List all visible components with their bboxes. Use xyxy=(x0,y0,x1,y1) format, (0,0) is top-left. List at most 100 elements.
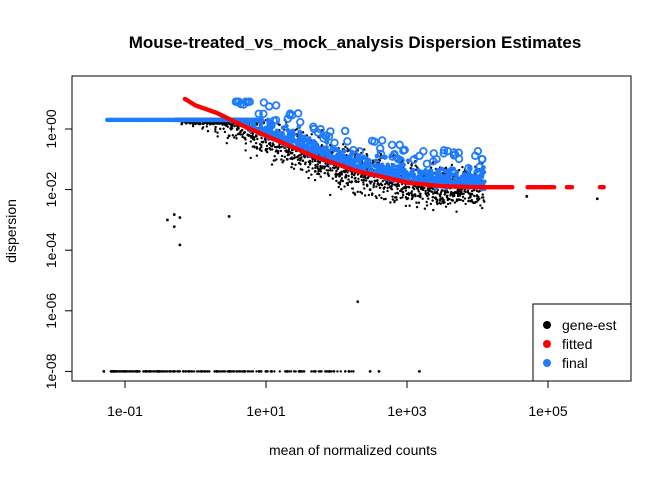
gene-est-point xyxy=(449,202,452,205)
final-point xyxy=(357,159,362,165)
gene-est-point xyxy=(456,193,460,197)
gene-est-point xyxy=(372,183,375,187)
gene-est-point xyxy=(134,370,138,373)
gene-est-point xyxy=(242,131,246,134)
gene-est-point xyxy=(475,189,479,193)
gene-est-point xyxy=(123,370,126,373)
gene-est-point xyxy=(393,196,397,199)
gene-est-point xyxy=(404,189,408,192)
gene-est-point xyxy=(360,178,364,182)
gene-est-point xyxy=(232,370,236,373)
gene-est-point xyxy=(451,199,455,202)
gene-est-point xyxy=(255,370,258,373)
final-point xyxy=(375,167,381,173)
final-outlier-point xyxy=(259,109,268,119)
gene-est-point xyxy=(377,370,381,373)
final-outlier-point xyxy=(375,144,385,153)
gene-est-point xyxy=(371,192,374,195)
gene-est-point xyxy=(308,163,312,166)
gene-est-point xyxy=(344,145,347,149)
gene-est-point xyxy=(266,150,269,154)
gene-est-point xyxy=(477,195,480,198)
gene-est-point xyxy=(393,200,396,204)
gene-est-point xyxy=(335,179,338,183)
final-point xyxy=(397,170,403,175)
gene-est-point xyxy=(172,213,176,216)
gene-est-point xyxy=(258,147,262,150)
gene-est-point xyxy=(296,155,300,158)
legend-marker-fitted xyxy=(543,340,551,348)
gene-est-point xyxy=(300,156,303,159)
gene-est-point xyxy=(363,175,367,178)
gene-est-point xyxy=(375,185,378,188)
final-point xyxy=(341,148,347,154)
gene-est-point xyxy=(218,370,221,373)
gene-est-point xyxy=(301,131,305,134)
gene-est-point xyxy=(302,155,305,158)
final-point xyxy=(377,164,383,169)
legend-label-final: final xyxy=(562,355,588,371)
gene-est-point xyxy=(434,196,437,199)
gene-est-point xyxy=(238,370,241,373)
y-tick-label: 1e-04 xyxy=(43,232,59,268)
final-point xyxy=(417,175,423,181)
final-outlier-point xyxy=(396,156,405,165)
gene-est-point xyxy=(317,170,320,173)
gene-est-point xyxy=(390,184,393,188)
gene-est-point xyxy=(287,148,291,152)
gene-est-point xyxy=(211,122,214,126)
gene-est-point xyxy=(424,191,427,195)
gene-est-point xyxy=(353,192,356,195)
gene-est-point xyxy=(363,187,366,190)
gene-est-point xyxy=(455,210,458,213)
gene-est-point xyxy=(444,205,448,208)
gene-est-point xyxy=(166,218,169,222)
gene-est-point xyxy=(348,180,351,184)
gene-est-point xyxy=(338,172,341,175)
gene-est-point xyxy=(360,174,363,177)
gene-est-point xyxy=(459,190,462,193)
gene-est-point xyxy=(427,193,431,196)
gene-est-point xyxy=(396,187,399,191)
final-outlier-point xyxy=(245,97,254,106)
gene-est-point xyxy=(356,190,359,194)
gene-est-point xyxy=(248,370,251,373)
gene-est-point xyxy=(379,186,382,189)
gene-est-point xyxy=(595,197,599,201)
final-outlier-point xyxy=(477,154,487,164)
gene-est-point xyxy=(260,144,263,147)
legend-label-fitted: fitted xyxy=(562,336,592,352)
gene-est-point xyxy=(254,134,258,137)
gene-est-point xyxy=(475,200,479,203)
gene-est-point xyxy=(396,191,399,195)
gene-est-point xyxy=(272,159,275,162)
gene-est-point xyxy=(343,185,346,188)
gene-est-point xyxy=(316,172,320,175)
gene-est-point xyxy=(118,370,121,373)
gene-est-point xyxy=(310,370,313,373)
gene-est-point xyxy=(235,370,238,373)
final-outlier-point xyxy=(367,136,377,146)
final-point xyxy=(290,136,296,142)
gene-est-point xyxy=(324,370,327,373)
gene-est-point xyxy=(346,149,349,153)
gene-est-point xyxy=(433,191,436,194)
gene-est-point xyxy=(424,189,427,193)
gene-est-point xyxy=(458,194,462,197)
gene-est-point xyxy=(435,201,439,204)
gene-est-point xyxy=(470,198,473,202)
gene-est-point xyxy=(230,370,233,373)
gene-est-point xyxy=(316,165,319,169)
gene-est-point xyxy=(418,370,421,373)
gene-est-point xyxy=(443,190,447,193)
final-outlier-point xyxy=(264,102,274,111)
gene-est-point xyxy=(221,123,224,126)
gene-est-point xyxy=(201,370,204,373)
gene-est-point xyxy=(279,149,283,153)
final-point xyxy=(244,117,249,123)
gene-est-point xyxy=(149,370,152,373)
gene-est-point xyxy=(282,159,285,162)
gene-est-point xyxy=(313,178,317,182)
gene-est-point xyxy=(307,169,311,172)
gene-est-point xyxy=(310,173,313,176)
